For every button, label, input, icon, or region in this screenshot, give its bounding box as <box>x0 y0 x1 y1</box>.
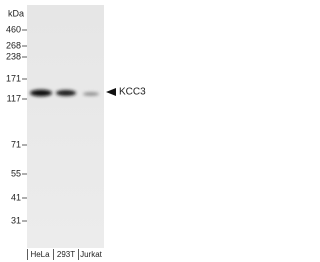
lane-label: 293T <box>57 250 75 259</box>
band <box>30 89 52 97</box>
marker-label: 238 <box>6 51 21 61</box>
band <box>83 92 99 96</box>
marker-label: 71 <box>11 139 21 149</box>
marker-label: 55 <box>11 168 21 178</box>
target-arrow <box>106 88 116 96</box>
band <box>56 90 76 96</box>
marker-label: 117 <box>7 93 21 103</box>
marker-label: 171 <box>6 73 21 83</box>
marker-label: 268 <box>6 40 21 50</box>
lane-label: HeLa <box>30 250 50 259</box>
target-label: KCC3 <box>119 87 146 98</box>
marker-label: 41 <box>11 192 21 202</box>
marker-label: 31 <box>11 215 21 225</box>
blot-membrane <box>27 5 104 248</box>
bands <box>30 89 99 97</box>
unit-label: kDa <box>8 8 24 18</box>
lane-label: Jurkat <box>80 250 103 259</box>
marker-label: 460 <box>6 24 21 34</box>
